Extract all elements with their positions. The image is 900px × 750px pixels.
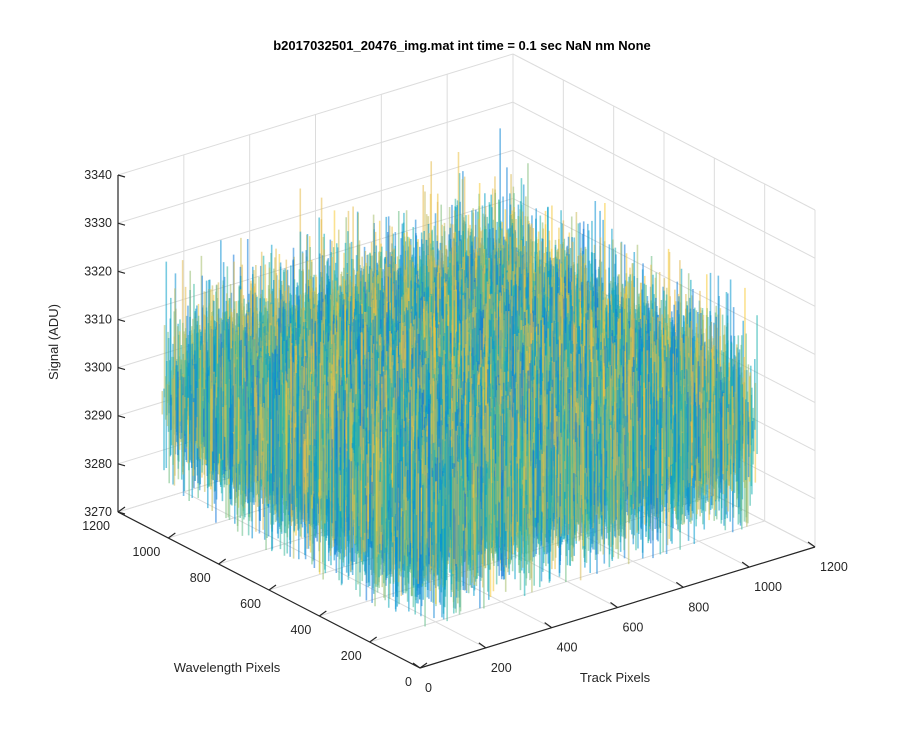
surface-chart: 0200400600800100012000200400600800100012… [0, 0, 900, 750]
